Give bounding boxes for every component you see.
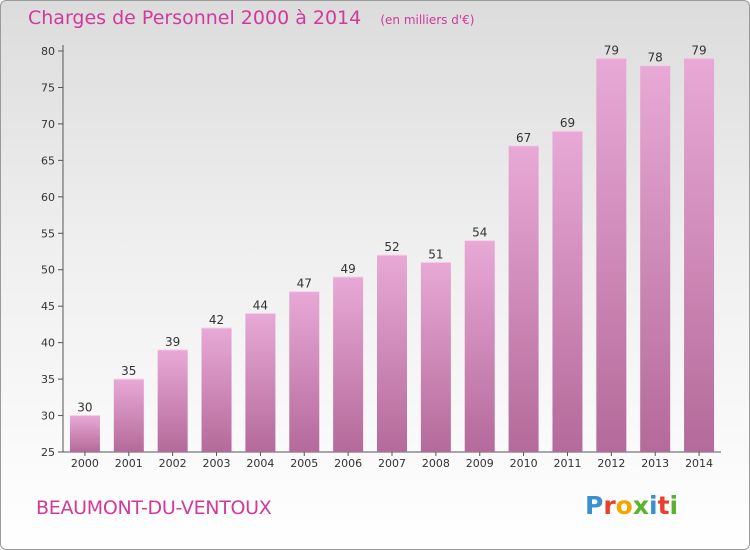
bar: [464, 240, 495, 452]
bar: [596, 58, 627, 453]
x-tick-label: 2003: [203, 457, 231, 470]
bar: [289, 291, 320, 452]
bar: [157, 349, 188, 452]
y-tick-label: 40: [41, 337, 55, 350]
bar: [333, 277, 364, 452]
value-label: 30: [77, 401, 92, 415]
x-tick-label: 2009: [466, 457, 494, 470]
y-tick-label: 45: [41, 300, 55, 313]
value-label: 78: [648, 51, 663, 65]
x-tick-label: 2005: [290, 457, 318, 470]
value-label: 39: [165, 335, 180, 349]
y-tick-label: 55: [41, 227, 55, 240]
value-label: 54: [472, 226, 487, 240]
bar: [377, 255, 407, 452]
bar: [640, 65, 671, 452]
y-tick-label: 75: [41, 81, 55, 94]
x-tick-label: 2008: [422, 457, 450, 470]
y-tick-label: 80: [41, 45, 55, 58]
title-row: Charges de Personnel 2000 à 2014 (en mil…: [28, 7, 474, 29]
bar: [245, 313, 276, 452]
bar: [113, 379, 144, 452]
y-tick-label: 30: [41, 410, 55, 423]
x-tick-label: 2014: [685, 457, 713, 470]
x-tick-label: 2010: [510, 457, 538, 470]
x-tick-label: 2007: [378, 457, 406, 470]
value-label: 67: [516, 131, 531, 145]
bar: [508, 145, 539, 453]
y-tick-label: 50: [41, 264, 55, 277]
x-tick-label: 2013: [641, 457, 669, 470]
commune-name: BEAUMONT-DU-VENTOUX: [36, 497, 272, 519]
proxiti-logo[interactable]: Proxiti: [585, 491, 679, 520]
value-label: 35: [121, 364, 136, 378]
value-label: 42: [209, 313, 224, 327]
y-tick-label: 35: [41, 373, 55, 386]
chart-subtitle: (en milliers d'€): [380, 13, 475, 27]
value-label: 47: [297, 277, 312, 291]
bar: [201, 328, 232, 452]
bar: [684, 58, 715, 453]
x-tick-label: 2012: [597, 457, 625, 470]
value-label: 44: [253, 298, 268, 312]
x-tick-label: 2004: [246, 457, 274, 470]
value-label: 69: [560, 116, 575, 130]
chart-title: Charges de Personnel 2000 à 2014: [28, 7, 362, 29]
y-tick-label: 65: [41, 154, 55, 167]
x-tick-label: 2006: [334, 457, 362, 470]
value-label: 52: [384, 240, 399, 254]
x-tick-label: 2001: [115, 457, 143, 470]
value-label: 51: [428, 247, 443, 261]
value-label: 79: [691, 43, 706, 57]
x-tick-label: 2011: [553, 457, 581, 470]
value-label: 79: [604, 43, 619, 57]
value-label: 49: [340, 262, 355, 276]
x-tick-label: 2002: [159, 457, 187, 470]
bar: [420, 262, 451, 452]
y-tick-label: 60: [41, 191, 55, 204]
x-tick-label: 2000: [71, 457, 99, 470]
bar: [69, 415, 100, 452]
y-tick-label: 70: [41, 118, 55, 131]
y-tick-label: 25: [41, 446, 55, 459]
bar: [552, 131, 583, 452]
